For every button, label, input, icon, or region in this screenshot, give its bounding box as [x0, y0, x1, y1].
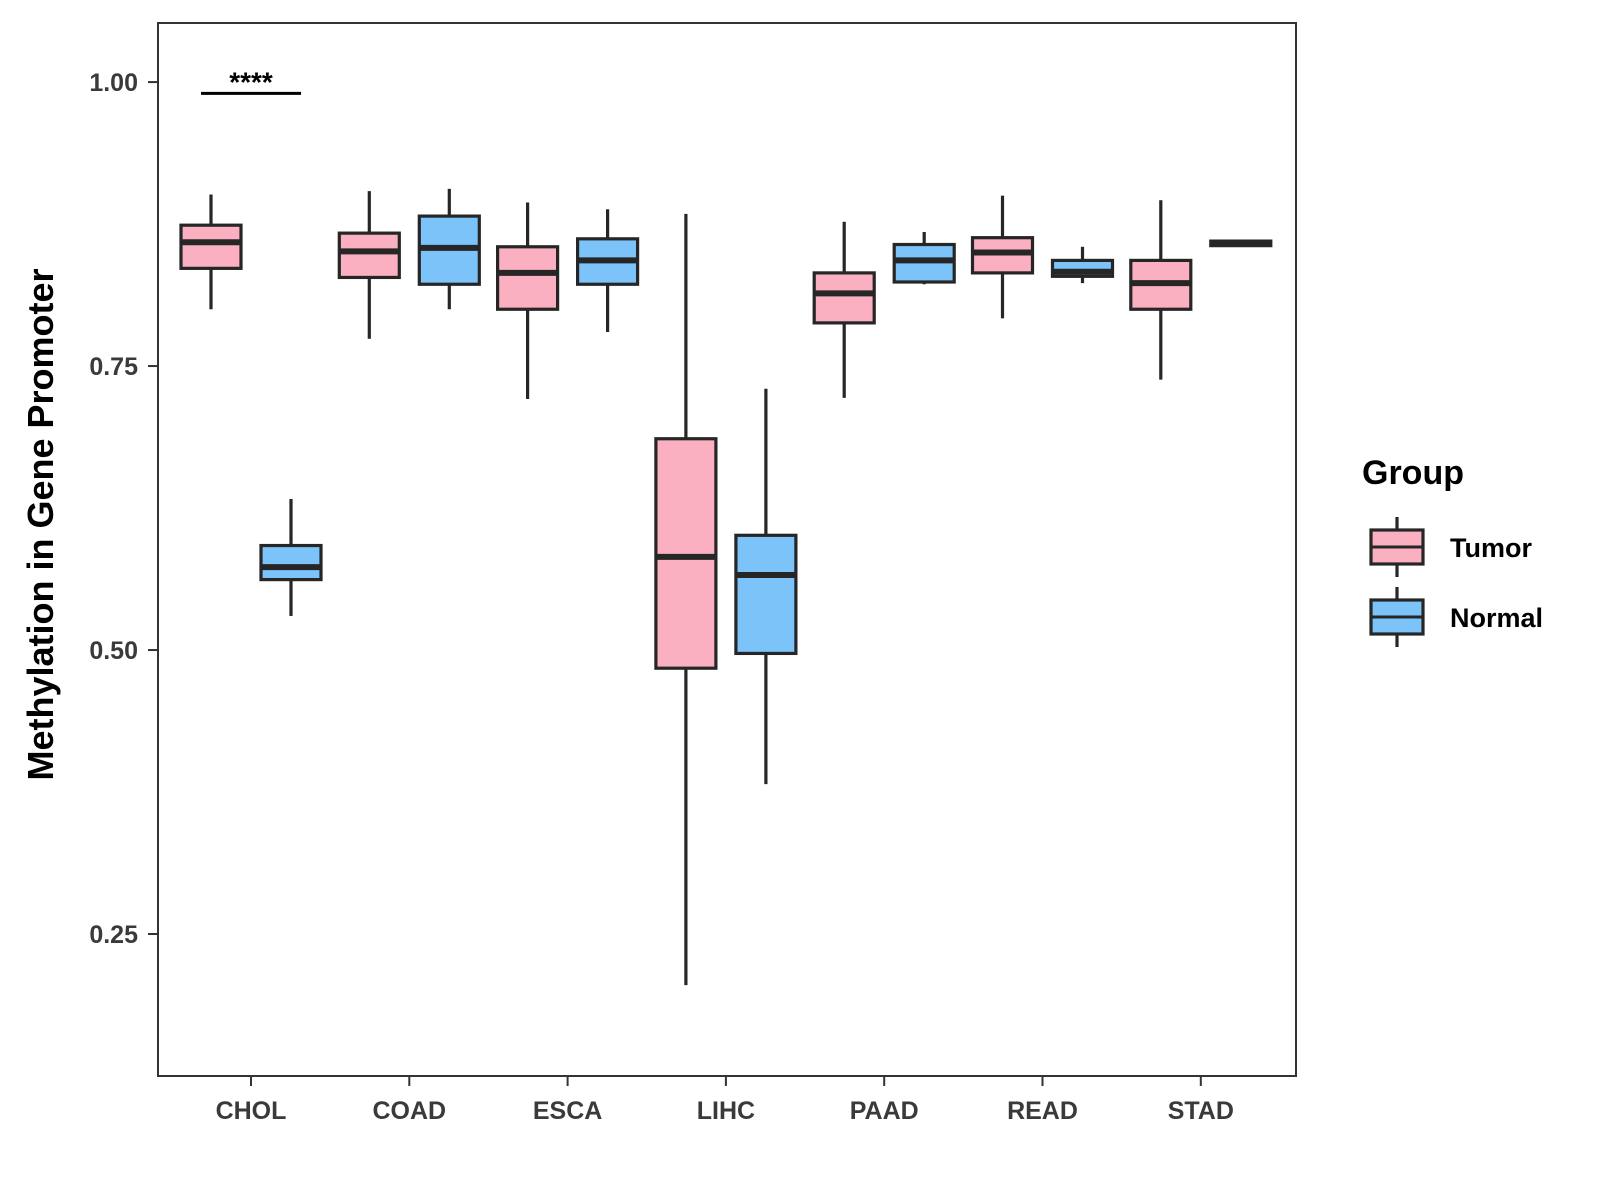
- box-tumor-paad: [812, 221, 876, 398]
- y-axis: 0.25 0.50 0.75 1.00: [89, 69, 158, 949]
- y-tick-label: 1.00: [89, 69, 138, 97]
- y-tick-label: 0.50: [89, 637, 138, 665]
- box-tumor-read: [970, 195, 1035, 319]
- box-tumor-chol: [179, 194, 243, 310]
- significance-annotations: ****: [201, 66, 301, 97]
- box-normal-lihc: [734, 388, 798, 785]
- x-axis: CHOL COAD ESCA LIHC PAAD READ STAD: [216, 1076, 1234, 1125]
- box-iqr: [812, 271, 876, 325]
- y-axis-title: Methylation in Gene Promoter: [20, 268, 61, 780]
- y-tick-label: 0.25: [89, 921, 138, 949]
- box-iqr: [337, 231, 401, 280]
- box-tumor-stad: [1129, 200, 1193, 380]
- legend: Group Tumor Normal: [1362, 454, 1543, 647]
- legend-label: Normal: [1450, 603, 1543, 633]
- y-tick-label: 0.75: [89, 353, 138, 381]
- legend-item-normal: Normal: [1369, 587, 1543, 647]
- box-iqr: [179, 223, 243, 270]
- panel-border: [157, 22, 1297, 1077]
- box-tumor-esca: [496, 202, 560, 399]
- x-tick-label: ESCA: [533, 1097, 602, 1125]
- box-tumor-coad: [337, 191, 401, 339]
- significance-label: ****: [229, 66, 273, 97]
- legend-item-tumor: Tumor: [1369, 517, 1532, 577]
- box-normal-paad: [892, 232, 956, 285]
- box-iqr: [654, 437, 718, 670]
- box-normal-read: [1050, 246, 1115, 284]
- x-tick-label: PAAD: [850, 1097, 919, 1125]
- x-tick-label: CHOL: [216, 1097, 287, 1125]
- plot-area: [179, 188, 1273, 986]
- box-normal-stad: [1209, 239, 1273, 248]
- legend-label: Tumor: [1450, 533, 1532, 563]
- box-iqr: [734, 533, 798, 656]
- legend-title: Group: [1362, 454, 1464, 492]
- box-tumor-lihc: [654, 213, 718, 986]
- box-iqr: [259, 543, 323, 582]
- box-normal-coad: [417, 188, 481, 310]
- box-iqr: [496, 245, 560, 311]
- x-tick-label: LIHC: [697, 1097, 755, 1125]
- box-normal-esca: [575, 209, 640, 332]
- x-tick-label: STAD: [1168, 1097, 1234, 1125]
- box-normal-chol: [259, 498, 323, 616]
- x-tick-label: READ: [1007, 1097, 1078, 1125]
- x-tick-label: COAD: [372, 1097, 446, 1125]
